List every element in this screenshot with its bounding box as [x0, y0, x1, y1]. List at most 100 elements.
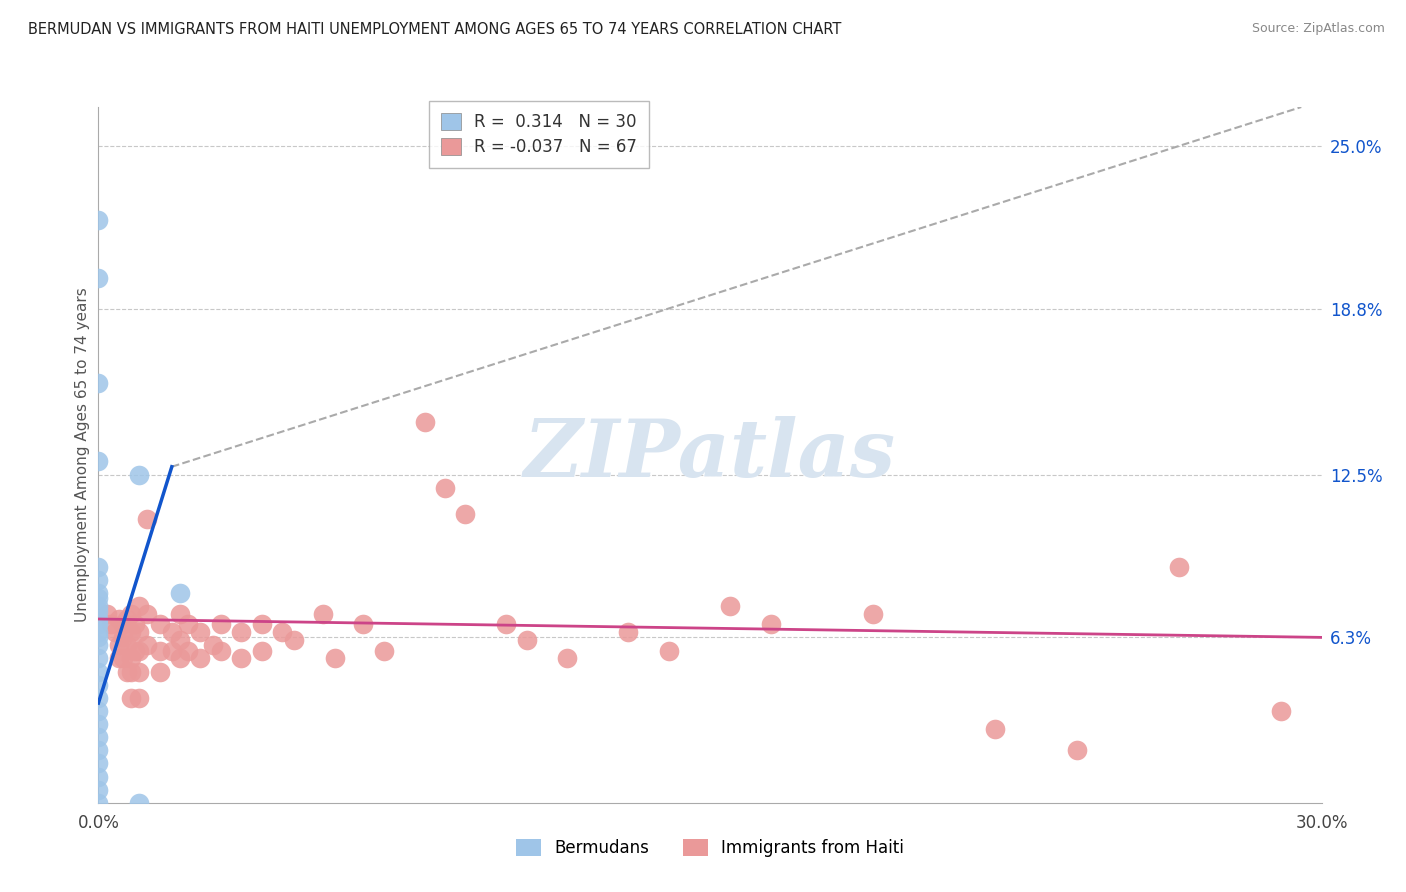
Point: [495, 617, 517, 632]
Point: [87, 612, 110, 626]
Point: [1270, 704, 1292, 718]
Point: [209, 643, 232, 657]
Point: [720, 599, 742, 613]
Point: [231, 651, 253, 665]
Point: [169, 651, 191, 665]
Point: [108, 612, 131, 626]
Point: [128, 625, 150, 640]
Point: [111, 617, 134, 632]
Point: [312, 607, 335, 621]
Point: [557, 651, 579, 665]
Point: [149, 643, 172, 657]
Point: [617, 625, 640, 640]
Point: [87, 770, 110, 784]
Point: [250, 643, 273, 657]
Point: [115, 665, 138, 679]
Point: [169, 633, 191, 648]
Point: [169, 607, 191, 621]
Point: [1066, 743, 1088, 757]
Point: [413, 415, 436, 429]
Point: [128, 665, 150, 679]
Point: [87, 599, 110, 613]
Point: [124, 643, 146, 657]
Point: [201, 638, 224, 652]
Point: [862, 607, 884, 621]
Point: [1167, 559, 1189, 574]
Point: [136, 607, 159, 621]
Point: [108, 651, 131, 665]
Point: [434, 481, 457, 495]
Point: [120, 651, 142, 665]
Point: [87, 604, 110, 618]
Point: [177, 617, 200, 632]
Point: [169, 586, 191, 600]
Point: [87, 743, 110, 757]
Point: [270, 625, 294, 640]
Point: [111, 631, 134, 645]
Point: [160, 643, 183, 657]
Point: [108, 638, 131, 652]
Point: [136, 512, 159, 526]
Point: [188, 651, 212, 665]
Point: [87, 559, 110, 574]
Point: [128, 599, 150, 613]
Point: [87, 730, 110, 744]
Point: [209, 617, 232, 632]
Point: [100, 617, 122, 632]
Point: [87, 690, 110, 705]
Point: [373, 643, 395, 657]
Point: [87, 617, 110, 632]
Point: [128, 643, 150, 657]
Point: [87, 796, 110, 810]
Point: [87, 631, 110, 645]
Point: [516, 633, 538, 648]
Point: [454, 507, 477, 521]
Point: [120, 625, 142, 640]
Point: [149, 617, 172, 632]
Point: [104, 625, 127, 640]
Point: [115, 612, 138, 626]
Point: [87, 782, 110, 797]
Point: [87, 756, 110, 771]
Point: [149, 665, 172, 679]
Point: [87, 591, 110, 605]
Text: BERMUDAN VS IMMIGRANTS FROM HAITI UNEMPLOYMENT AMONG AGES 65 TO 74 YEARS CORRELA: BERMUDAN VS IMMIGRANTS FROM HAITI UNEMPL…: [28, 22, 842, 37]
Point: [984, 723, 1007, 737]
Point: [87, 376, 110, 390]
Point: [111, 651, 134, 665]
Point: [177, 643, 200, 657]
Point: [87, 586, 110, 600]
Point: [87, 573, 110, 587]
Point: [87, 678, 110, 692]
Point: [231, 625, 253, 640]
Point: [87, 454, 110, 468]
Point: [120, 690, 142, 705]
Point: [188, 625, 212, 640]
Point: [87, 704, 110, 718]
Point: [128, 796, 150, 810]
Point: [323, 651, 346, 665]
Point: [87, 213, 110, 227]
Point: [87, 625, 110, 640]
Point: [160, 625, 183, 640]
Point: [128, 467, 150, 482]
Point: [87, 651, 110, 665]
Point: [87, 717, 110, 731]
Point: [96, 607, 118, 621]
Point: [352, 617, 374, 632]
Point: [87, 270, 110, 285]
Point: [124, 617, 146, 632]
Point: [120, 607, 142, 621]
Point: [283, 633, 305, 648]
Point: [115, 638, 138, 652]
Legend: Bermudans, Immigrants from Haiti: Bermudans, Immigrants from Haiti: [509, 832, 911, 864]
Point: [128, 690, 150, 705]
Text: Source: ZipAtlas.com: Source: ZipAtlas.com: [1251, 22, 1385, 36]
Point: [250, 617, 273, 632]
Point: [761, 617, 783, 632]
Y-axis label: Unemployment Among Ages 65 to 74 years: Unemployment Among Ages 65 to 74 years: [75, 287, 90, 623]
Point: [87, 638, 110, 652]
Point: [87, 665, 110, 679]
Text: ZIPatlas: ZIPatlas: [524, 417, 896, 493]
Point: [120, 665, 142, 679]
